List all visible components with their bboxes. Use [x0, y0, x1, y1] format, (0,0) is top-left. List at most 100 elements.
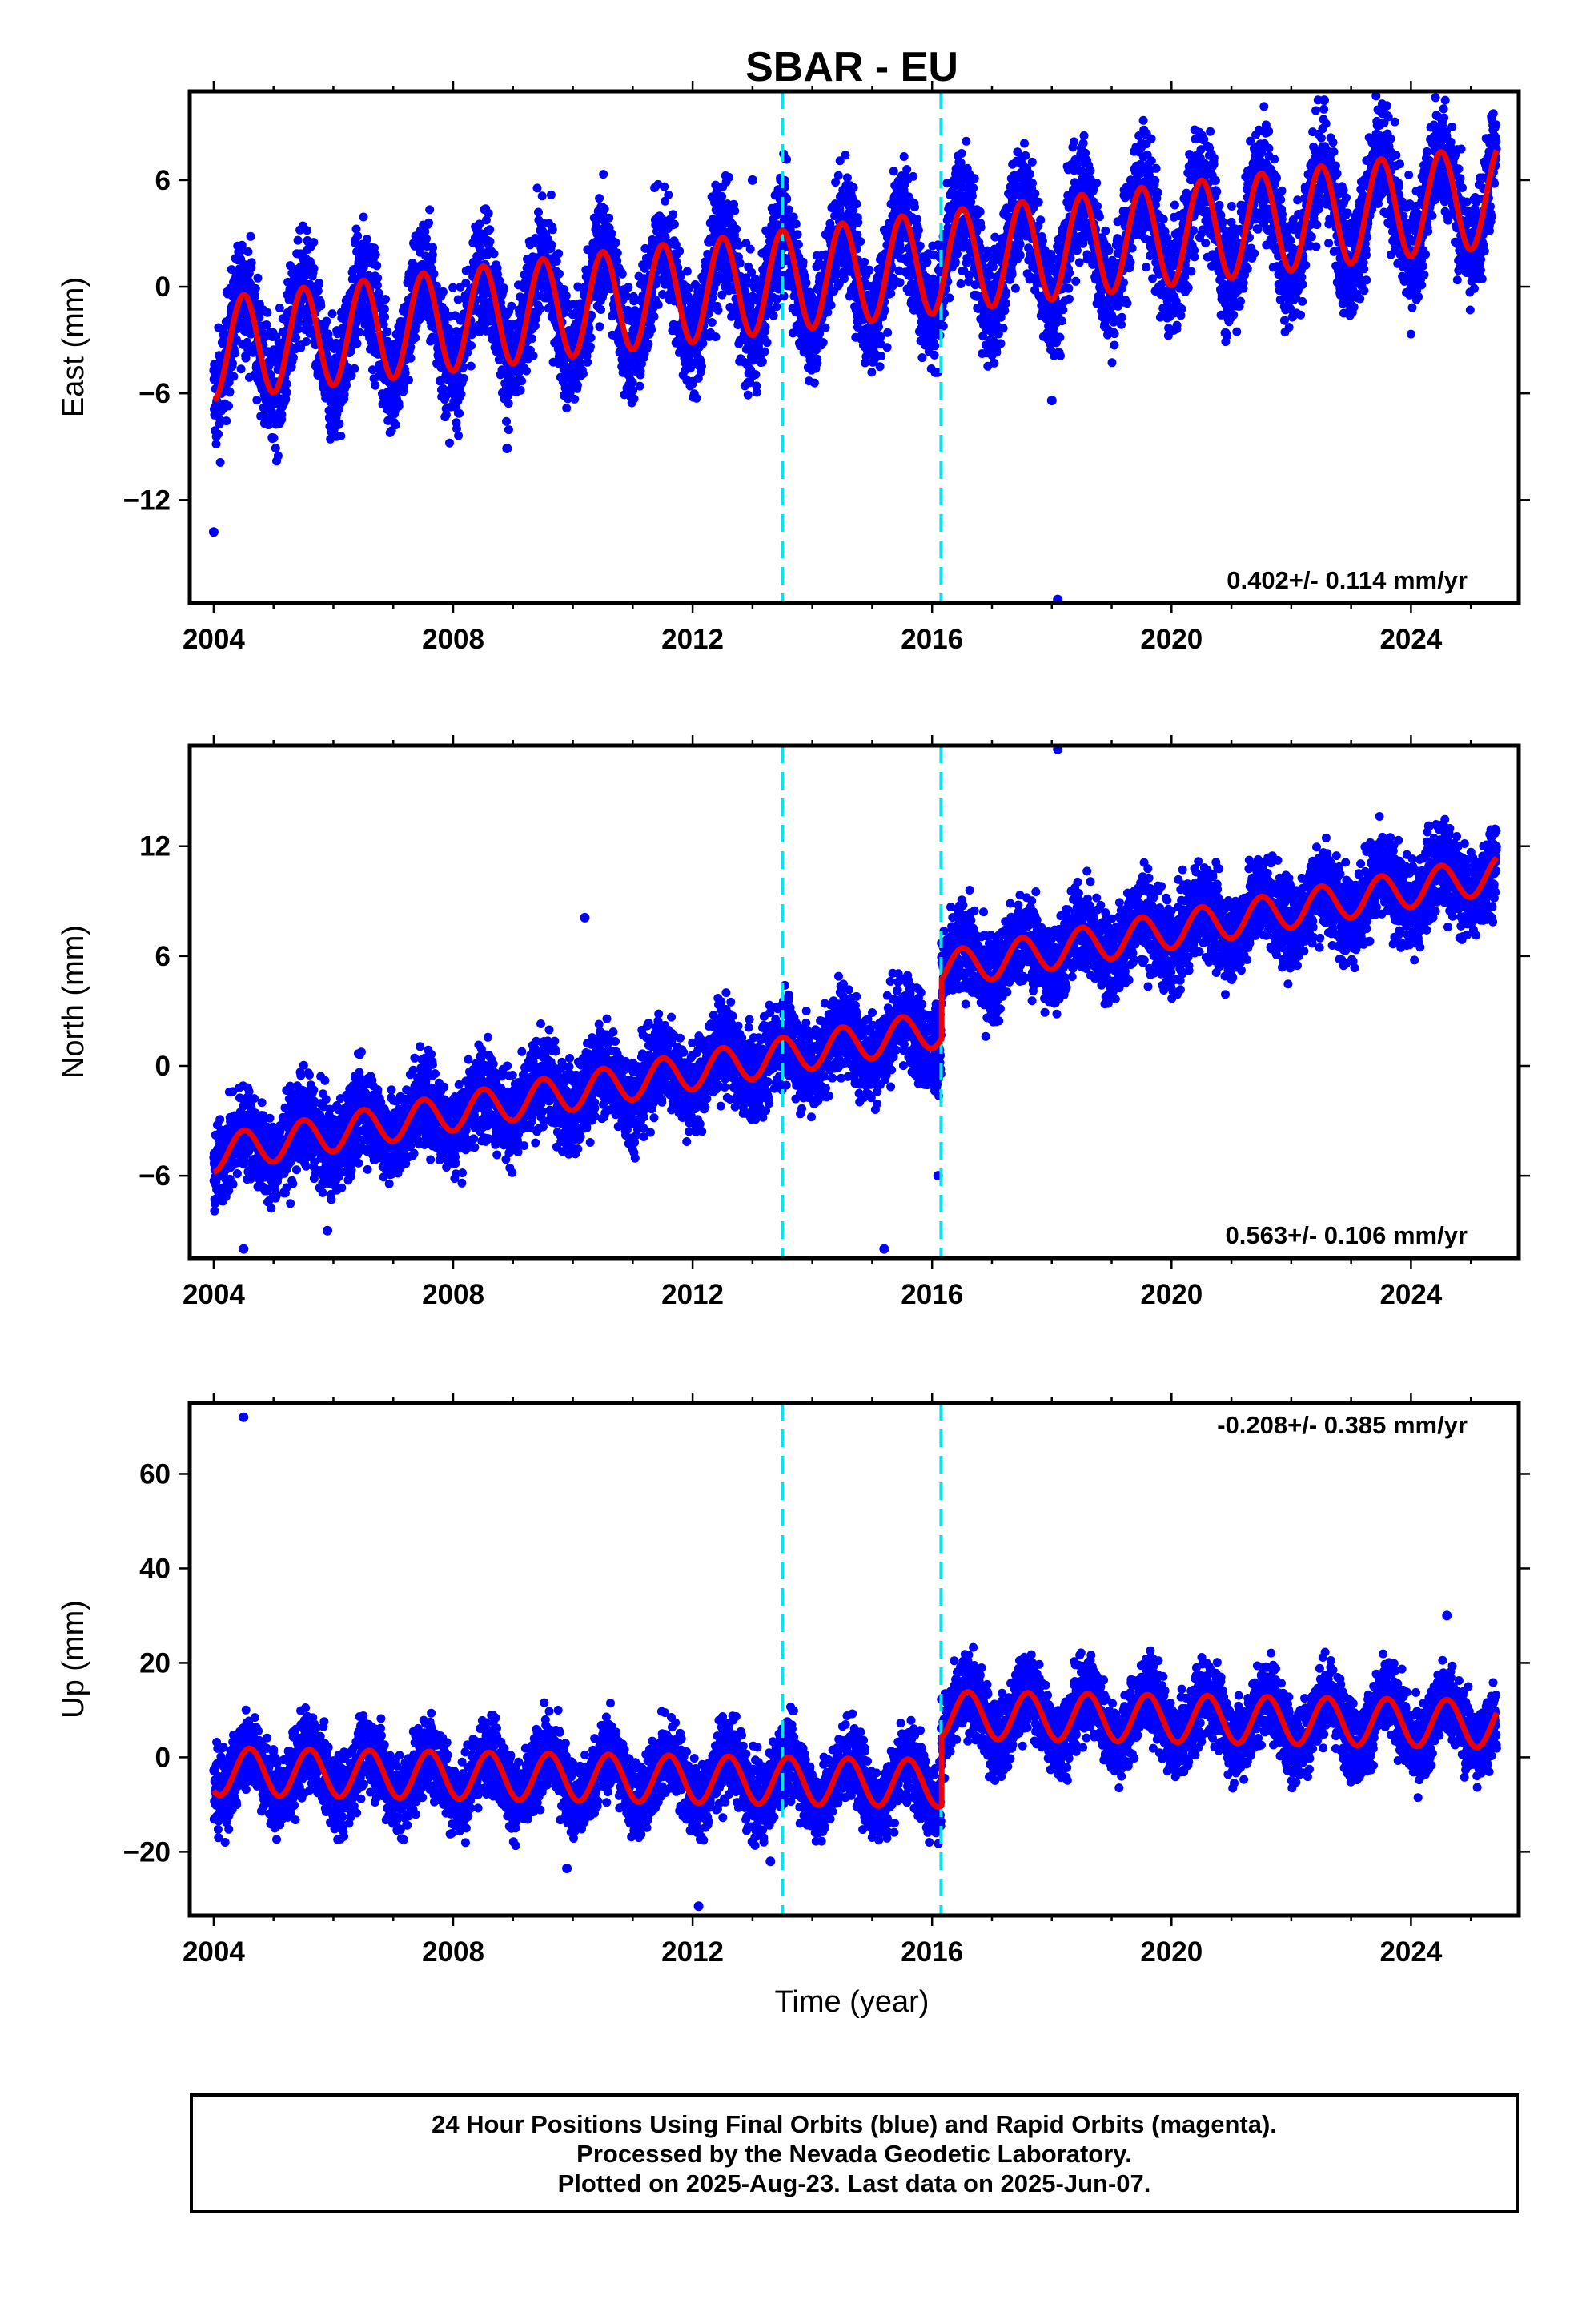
data-point [507, 301, 516, 311]
data-point [1021, 151, 1030, 160]
data-point [1007, 270, 1017, 279]
data-point [229, 372, 239, 381]
data-point [371, 250, 380, 259]
data-point [886, 288, 896, 298]
data-point [784, 205, 793, 215]
data-point [252, 396, 262, 405]
data-point [913, 226, 923, 235]
data-point [664, 190, 673, 199]
data-point [516, 385, 525, 395]
data-point [896, 245, 905, 255]
data-point [406, 353, 416, 363]
data-point [339, 390, 349, 400]
data-point [818, 338, 828, 348]
data-point [801, 278, 811, 287]
data-point [675, 247, 685, 256]
data-point [793, 230, 802, 239]
data-point [599, 170, 608, 179]
data-point [484, 209, 493, 218]
data-point [555, 269, 564, 279]
data-point [371, 380, 380, 390]
data-point [833, 171, 843, 180]
data-point [969, 183, 978, 193]
data-point [517, 376, 527, 386]
data-point [732, 224, 741, 234]
data-point [831, 271, 841, 280]
data-point [967, 191, 977, 201]
data-point [596, 305, 605, 314]
data-point [883, 328, 893, 337]
data-point [917, 353, 927, 363]
data-point [379, 304, 389, 314]
data-point [798, 257, 808, 267]
data-point [562, 404, 572, 413]
data-point [842, 173, 852, 183]
data-point [263, 308, 272, 317]
data-point [504, 399, 513, 408]
data-point [286, 261, 295, 271]
data-point [1001, 299, 1010, 308]
data-point [604, 213, 614, 223]
data-point [761, 322, 770, 332]
data-point [428, 243, 438, 252]
data-point [294, 324, 303, 334]
data-point [293, 235, 303, 245]
data-point [246, 231, 255, 241]
data-point [249, 348, 258, 357]
data-point [282, 379, 291, 388]
data-point [231, 348, 240, 358]
data-point [1010, 283, 1020, 293]
data-point [381, 295, 390, 304]
data-point [316, 301, 326, 311]
data-point [456, 389, 466, 399]
data-point [585, 342, 595, 352]
data-point [945, 293, 954, 303]
data-point [399, 384, 408, 393]
data-point [411, 333, 420, 343]
data-point [336, 431, 346, 440]
data-point [227, 265, 236, 275]
data-point [445, 438, 454, 448]
data-point [546, 190, 556, 199]
data-point [922, 258, 932, 267]
data-point [611, 238, 620, 247]
data-point [592, 222, 601, 231]
data-point [309, 238, 319, 247]
data-point [211, 440, 221, 448]
data-point [889, 167, 898, 176]
data-point [262, 320, 271, 329]
data-point [600, 204, 609, 214]
data-point [915, 241, 925, 251]
data-point [986, 271, 994, 280]
data-point [372, 261, 382, 271]
data-point [953, 249, 962, 259]
data-point [373, 273, 383, 283]
data-point [466, 361, 476, 371]
data-point [499, 283, 508, 292]
data-point [455, 408, 464, 418]
data-point [315, 279, 323, 287]
data-point [725, 172, 734, 182]
data-point [636, 367, 645, 376]
data-point [404, 376, 413, 385]
data-point [860, 257, 869, 267]
data-point [874, 322, 883, 332]
data-point [214, 429, 223, 439]
data-point [930, 341, 940, 351]
data-point [595, 322, 604, 332]
data-point [247, 258, 256, 267]
data-point [698, 339, 708, 348]
data-point [762, 338, 772, 348]
data-point [669, 219, 679, 229]
data-point [362, 235, 371, 244]
data-point [459, 373, 468, 383]
data-point [352, 339, 362, 348]
data-point [1015, 239, 1025, 249]
data-point [617, 269, 627, 279]
data-point [853, 218, 863, 227]
data-point [489, 249, 499, 259]
data-point [950, 257, 960, 267]
data-point [291, 332, 300, 342]
data-point [570, 394, 580, 404]
data-point [322, 316, 331, 326]
